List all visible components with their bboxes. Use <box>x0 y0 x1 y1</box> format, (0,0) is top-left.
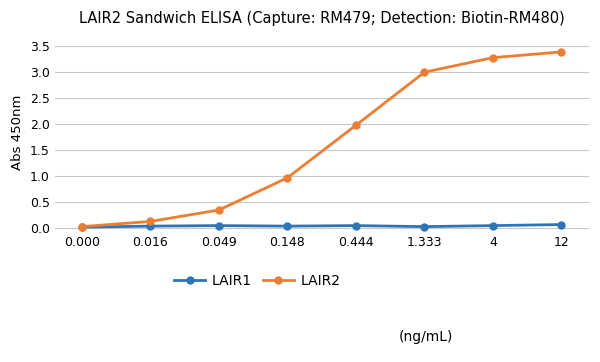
LAIR2 <box>352 123 359 127</box>
LAIR1 <box>352 223 359 228</box>
Title: LAIR2 Sandwich ELISA (Capture: RM479; Detection: Biotin-RM480): LAIR2 Sandwich ELISA (Capture: RM479; De… <box>79 11 565 26</box>
Y-axis label: Abs 450nm: Abs 450nm <box>11 95 24 171</box>
LAIR2 <box>558 50 565 54</box>
LAIR1 <box>215 223 223 228</box>
LAIR2 <box>421 70 428 74</box>
Line: LAIR1: LAIR1 <box>79 221 565 231</box>
LAIR1 <box>558 222 565 227</box>
LAIR2 <box>215 208 223 212</box>
LAIR1 <box>490 223 497 228</box>
Line: LAIR2: LAIR2 <box>79 49 565 230</box>
Text: (ng/mL): (ng/mL) <box>399 331 454 344</box>
LAIR1 <box>147 224 154 228</box>
LAIR1 <box>79 225 86 229</box>
LAIR2 <box>284 176 291 180</box>
LAIR2 <box>147 219 154 224</box>
LAIR1 <box>284 224 291 228</box>
LAIR2 <box>79 224 86 229</box>
LAIR1 <box>421 224 428 229</box>
Legend: LAIR1, LAIR2: LAIR1, LAIR2 <box>169 268 346 293</box>
LAIR2 <box>490 55 497 60</box>
